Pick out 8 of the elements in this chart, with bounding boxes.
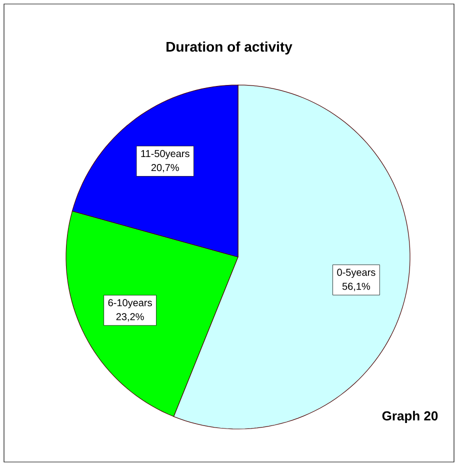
slice-label: 11-50years (141, 150, 190, 160)
slice-label: 6-10years (108, 299, 152, 308)
chart-title: Duration of activity (166, 41, 292, 55)
data-label: 20,7% (151, 164, 179, 172)
data-label: 56,1% (342, 282, 370, 292)
slice-label: 0-5years (337, 268, 376, 278)
data-label: 23,2% (116, 313, 144, 322)
caption: Graph 20 (382, 410, 438, 424)
